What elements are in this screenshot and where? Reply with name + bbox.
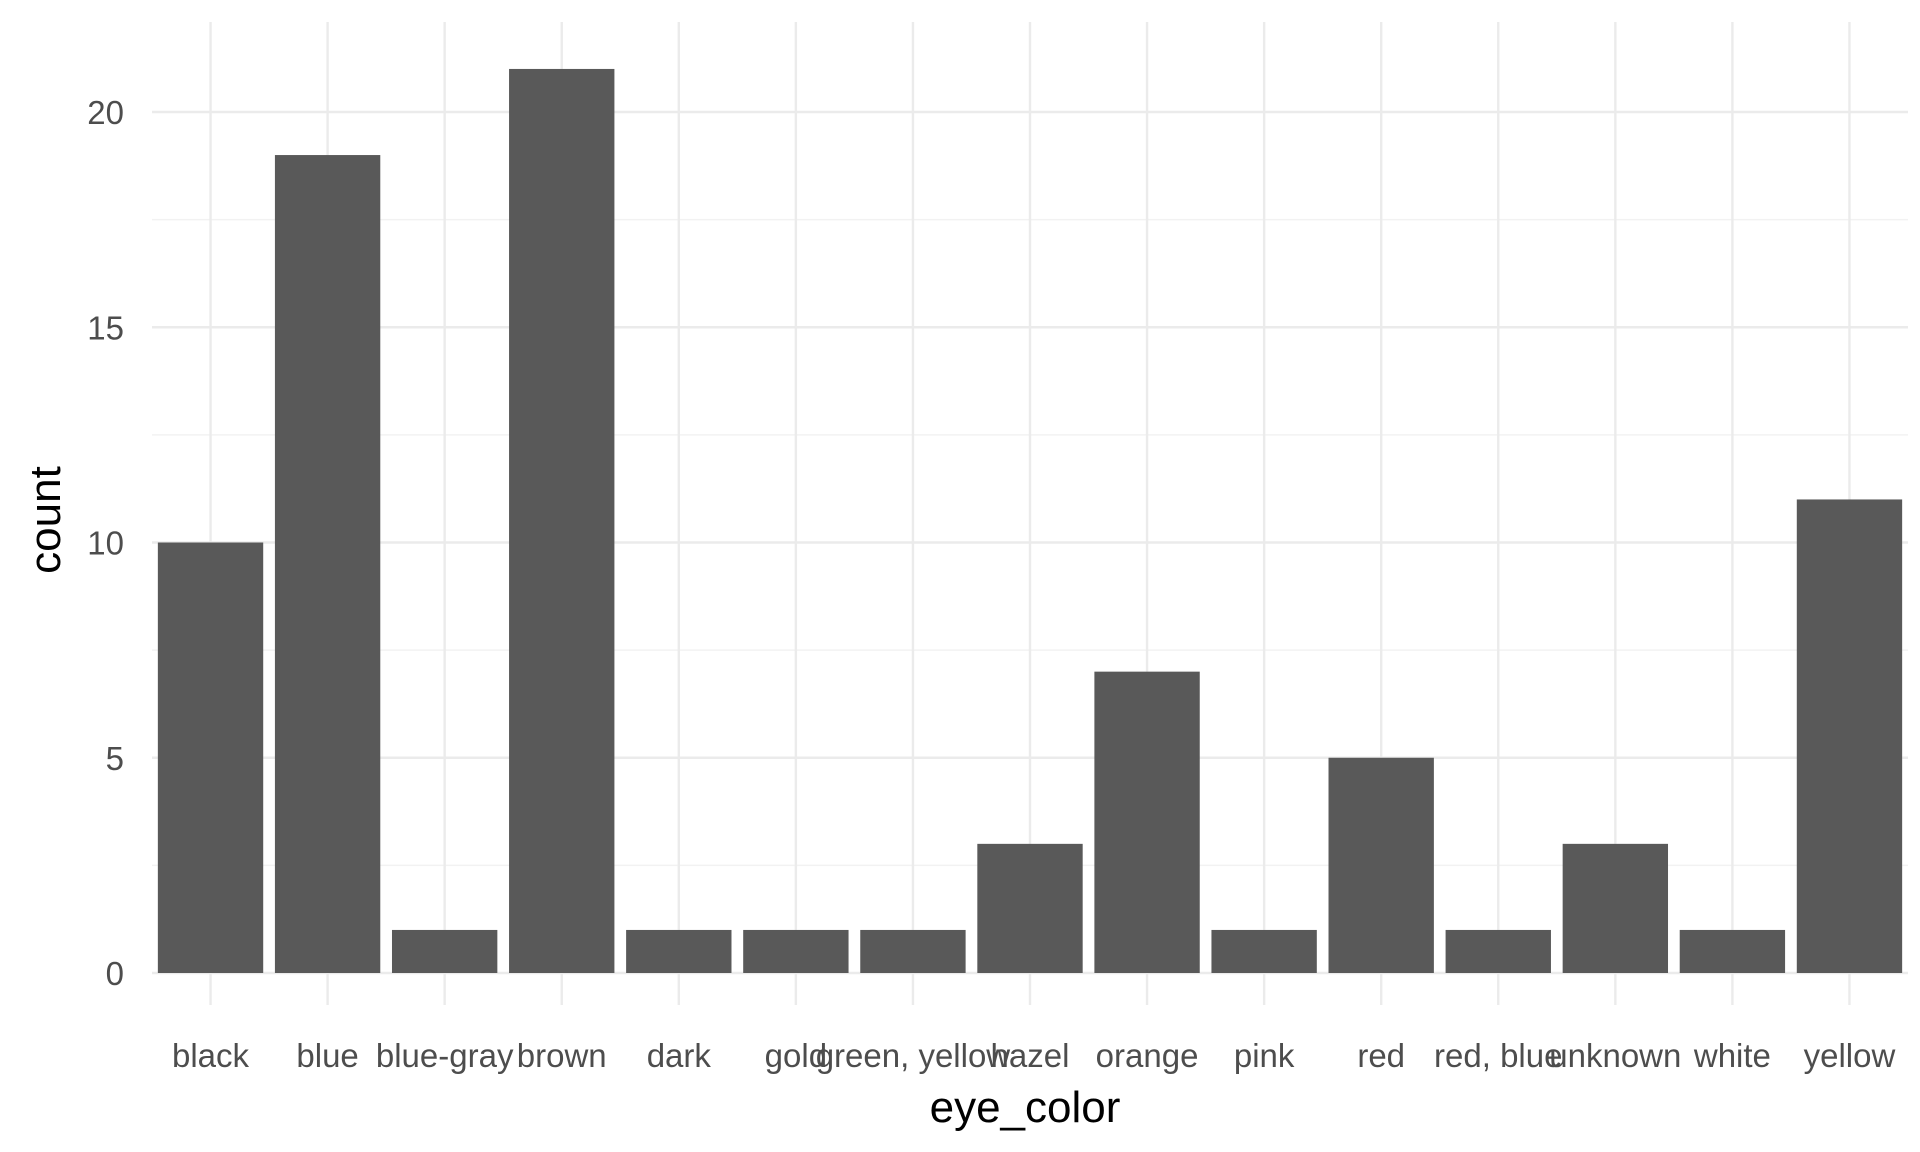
bar-yellow [1796, 499, 1903, 973]
x-tick-label: blue [296, 1037, 358, 1074]
x-tick-label: red [1357, 1037, 1405, 1074]
bar-green-yellow [860, 929, 966, 973]
x-tick-label: pink [1234, 1037, 1295, 1074]
x-tick-label: gold [765, 1037, 827, 1074]
x-tick-label: green, yellow [816, 1037, 1011, 1074]
bar-gold [743, 929, 849, 973]
x-tick-label: hazel [991, 1037, 1070, 1074]
bar-pink [1211, 929, 1317, 973]
x-tick-label: blue-gray [376, 1037, 514, 1074]
y-axis-title: count [21, 466, 70, 574]
y-tick-label: 20 [87, 94, 124, 131]
y-tick-label: 15 [87, 309, 124, 346]
bar-red-blue [1445, 929, 1551, 973]
bar-dark [626, 929, 732, 973]
bar-unknown [1562, 843, 1669, 973]
x-tick-label: unknown [1549, 1037, 1681, 1074]
bar-hazel [977, 843, 1083, 973]
bar-white [1679, 929, 1786, 973]
bar-blue [274, 155, 381, 974]
bar-black [157, 542, 264, 973]
y-tick-label: 0 [106, 955, 124, 992]
bar-red [1328, 757, 1434, 973]
x-tick-label: orange [1096, 1037, 1199, 1074]
x-tick-label: dark [647, 1037, 712, 1074]
y-tick-label: 5 [106, 740, 124, 777]
y-axis-ticks: 0 5 10 15 20 [87, 94, 124, 992]
x-tick-label: brown [517, 1037, 607, 1074]
bar-orange [1094, 671, 1200, 973]
bar-blue-gray [391, 929, 498, 973]
x-tick-label: yellow [1804, 1037, 1896, 1074]
x-tick-label: black [172, 1037, 250, 1074]
bars [157, 68, 1903, 974]
x-axis-title: eye_color [930, 1083, 1121, 1132]
bar-brown [509, 68, 615, 973]
x-tick-label: white [1693, 1037, 1771, 1074]
x-tick-label: red, blue [1434, 1037, 1562, 1074]
y-tick-label: 10 [87, 525, 124, 562]
